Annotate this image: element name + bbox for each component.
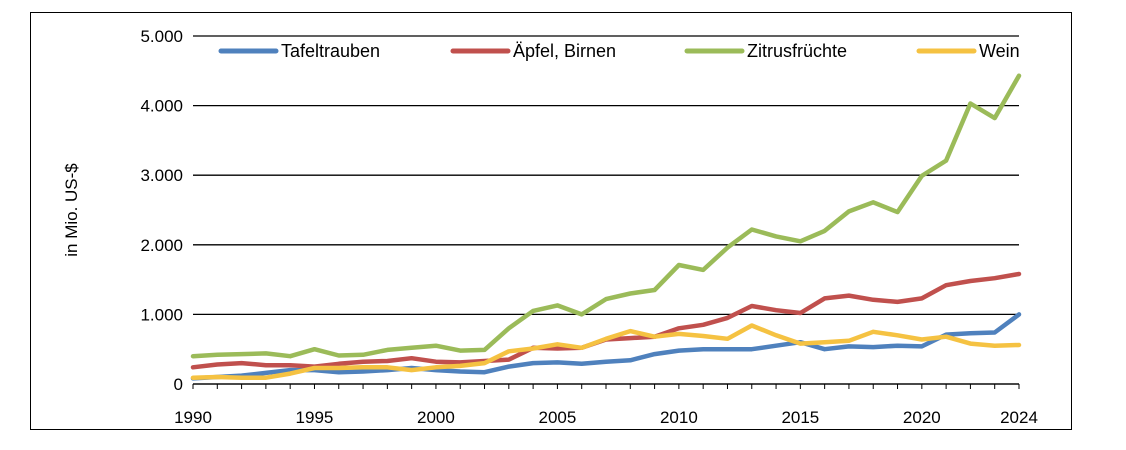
series-line-wein (190, 323, 1022, 380)
y-axis-label: in Mio. US-$ (62, 163, 81, 257)
x-tick-label: 2024 (1000, 408, 1038, 427)
y-tick-label: 1.000 (140, 305, 183, 324)
y-tick-label: 3.000 (140, 166, 183, 185)
x-tick-label: 2020 (903, 408, 941, 427)
legend-label: Tafeltrauben (281, 41, 380, 61)
y-tick-label: 4.000 (140, 97, 183, 116)
x-tick-label: 1995 (296, 408, 334, 427)
series-line-tafeltrauben (190, 312, 1022, 381)
x-tick-label: 2000 (417, 408, 455, 427)
chart-frame: 0 1.000 2.000 3.000 4.000 5.000 1990 1995 2000 20… (30, 12, 1072, 430)
x-tick-label: 1990 (174, 408, 212, 427)
series-line-zitrusfrüchte (190, 73, 1022, 359)
legend: Tafeltrauben Äpfel, Birnen Zitrusfrüchte We… (218, 41, 1020, 61)
legend-label: Zitrusfrüchte (747, 41, 847, 61)
x-tick-label: 2010 (660, 408, 698, 427)
series-line-äpfel-birnen (190, 271, 1022, 370)
series-lines (190, 73, 1022, 381)
axes: 0 1.000 2.000 3.000 4.000 5.000 1990 1995 2000 20… (140, 27, 1037, 427)
y-tick-label: 2.000 (140, 236, 183, 255)
legend-label: Äpfel, Birnen (513, 41, 616, 61)
x-tick-label: 2005 (538, 408, 576, 427)
y-tick-label: 5.000 (140, 27, 183, 46)
line-chart: 0 1.000 2.000 3.000 4.000 5.000 1990 1995 2000 20… (62, 27, 1038, 427)
x-tick-label: 2015 (781, 408, 819, 427)
y-tick-label: 0 (174, 375, 183, 394)
legend-label: Wein (979, 41, 1020, 61)
